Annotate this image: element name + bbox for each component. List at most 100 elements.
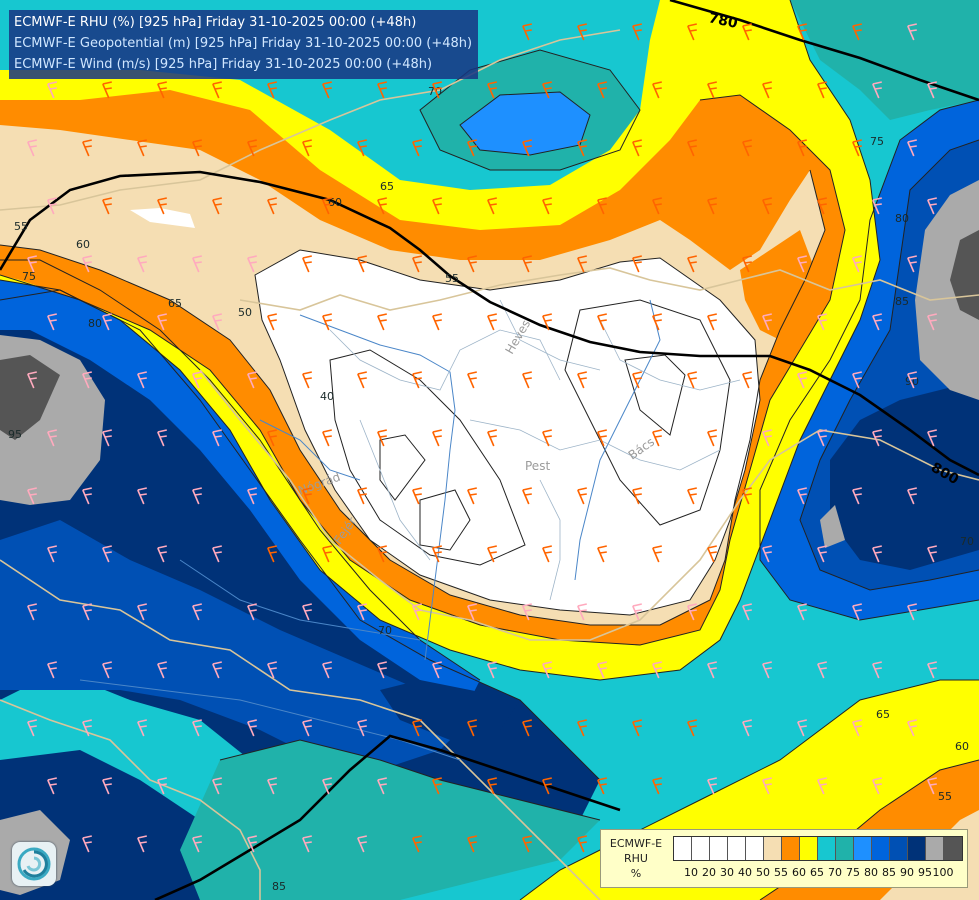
wind-barb — [542, 545, 552, 563]
wind-barb — [487, 197, 497, 215]
wind-barb — [247, 719, 257, 737]
wind-barb — [247, 835, 257, 853]
contour-30-c — [624, 354, 686, 436]
wind-barb — [762, 313, 772, 331]
header-wind-line: ECMWF-E Wind (m/s) [925 hPa] Friday 31-1… — [14, 57, 433, 72]
rivers — [79, 299, 661, 761]
wind-barb — [432, 197, 442, 215]
legend-swatch — [872, 837, 890, 860]
wind-barb — [82, 487, 92, 505]
wind-barb — [652, 197, 662, 215]
wind-barb — [597, 545, 607, 563]
label-95: 95 — [8, 428, 22, 441]
wind-barb — [357, 603, 367, 621]
wind-barb — [797, 139, 807, 157]
wind-barb — [212, 197, 222, 215]
wind-barb — [652, 429, 662, 447]
wind-barb — [377, 777, 387, 795]
wind-barb — [742, 23, 752, 41]
wind-barb — [577, 487, 587, 505]
wind-barb — [817, 661, 827, 679]
label-75: 75 — [22, 270, 36, 283]
county-6 — [499, 299, 601, 371]
wind-barb — [652, 777, 662, 795]
wind-barb — [467, 255, 477, 273]
legend-tick-label: 40 — [738, 866, 752, 879]
wind-barb — [577, 139, 587, 157]
wind-barb — [467, 371, 477, 389]
wind-barb — [267, 429, 277, 447]
wind-barb — [797, 603, 807, 621]
wind-barb — [687, 371, 697, 389]
wind-barb — [632, 371, 642, 389]
wind-barb — [47, 545, 57, 563]
legend-tick-label: 80 — [864, 866, 878, 879]
band-orange-ne — [740, 230, 815, 340]
wind-barb — [817, 313, 827, 331]
wind-barb — [27, 603, 37, 621]
legend-color-bar — [673, 836, 963, 861]
wind-barb — [412, 835, 422, 853]
label-60: 60 — [76, 238, 90, 251]
contour-30-b — [419, 489, 471, 551]
wind-barb — [357, 255, 367, 273]
wind-barb — [82, 835, 92, 853]
wind-barb — [357, 371, 367, 389]
river-danube — [299, 314, 456, 661]
label-80: 80 — [88, 317, 102, 330]
wind-barb — [27, 487, 37, 505]
wind-barb — [817, 429, 827, 447]
contour-white-edge — [254, 249, 761, 616]
wind-barb — [707, 429, 717, 447]
wind-barb — [577, 255, 587, 273]
wind-barb — [797, 255, 807, 273]
wind-barb — [707, 661, 717, 679]
wind-barb — [192, 255, 202, 273]
wind-barb — [467, 487, 477, 505]
contour-se — [519, 679, 979, 900]
wind-barb — [102, 197, 112, 215]
label-80-b: 80 — [895, 212, 909, 225]
wind-barb — [487, 81, 497, 99]
wind-barb — [742, 719, 752, 737]
wind-barb — [632, 255, 642, 273]
wind-barb — [267, 661, 277, 679]
wind-barb — [907, 255, 917, 273]
wind-barb — [522, 719, 532, 737]
wind-barb — [47, 81, 57, 99]
wind-barb — [322, 777, 332, 795]
wind-barb — [137, 139, 147, 157]
county-1 — [329, 329, 561, 391]
wind-barb — [412, 139, 422, 157]
geopotential-mid — [0, 170, 979, 477]
wind-barb — [247, 139, 257, 157]
rhu-legend: ECMWF-E RHU % 10 20 30 40 50 55 60 65 70 75 80 85 90… — [600, 829, 968, 888]
label-65-b: 65 — [168, 297, 182, 310]
wind-barb — [797, 23, 807, 41]
wind-barb — [137, 603, 147, 621]
wind-barb — [762, 197, 772, 215]
label-90: 90 — [905, 375, 919, 388]
legend-tick-label: 90 — [900, 866, 914, 879]
wind-barb — [247, 487, 257, 505]
wind-barb — [47, 777, 57, 795]
wind-barb — [302, 139, 312, 157]
wind-barb — [852, 719, 862, 737]
wind-barb — [487, 313, 497, 331]
wind-barb — [322, 545, 332, 563]
wind-barb — [432, 429, 442, 447]
wind-barb — [687, 23, 697, 41]
wind-barb — [412, 371, 422, 389]
legend-swatch — [800, 837, 818, 860]
wind-barb — [27, 719, 37, 737]
wind-barb — [852, 487, 862, 505]
contour-orange-edge — [0, 94, 846, 646]
wind-barb — [927, 777, 937, 795]
border-west — [0, 559, 601, 900]
wind-barb — [522, 487, 532, 505]
wind-barb — [597, 777, 607, 795]
wind-barb — [302, 603, 312, 621]
legend-title-var: RHU — [624, 852, 648, 865]
wind-barb — [762, 777, 772, 795]
